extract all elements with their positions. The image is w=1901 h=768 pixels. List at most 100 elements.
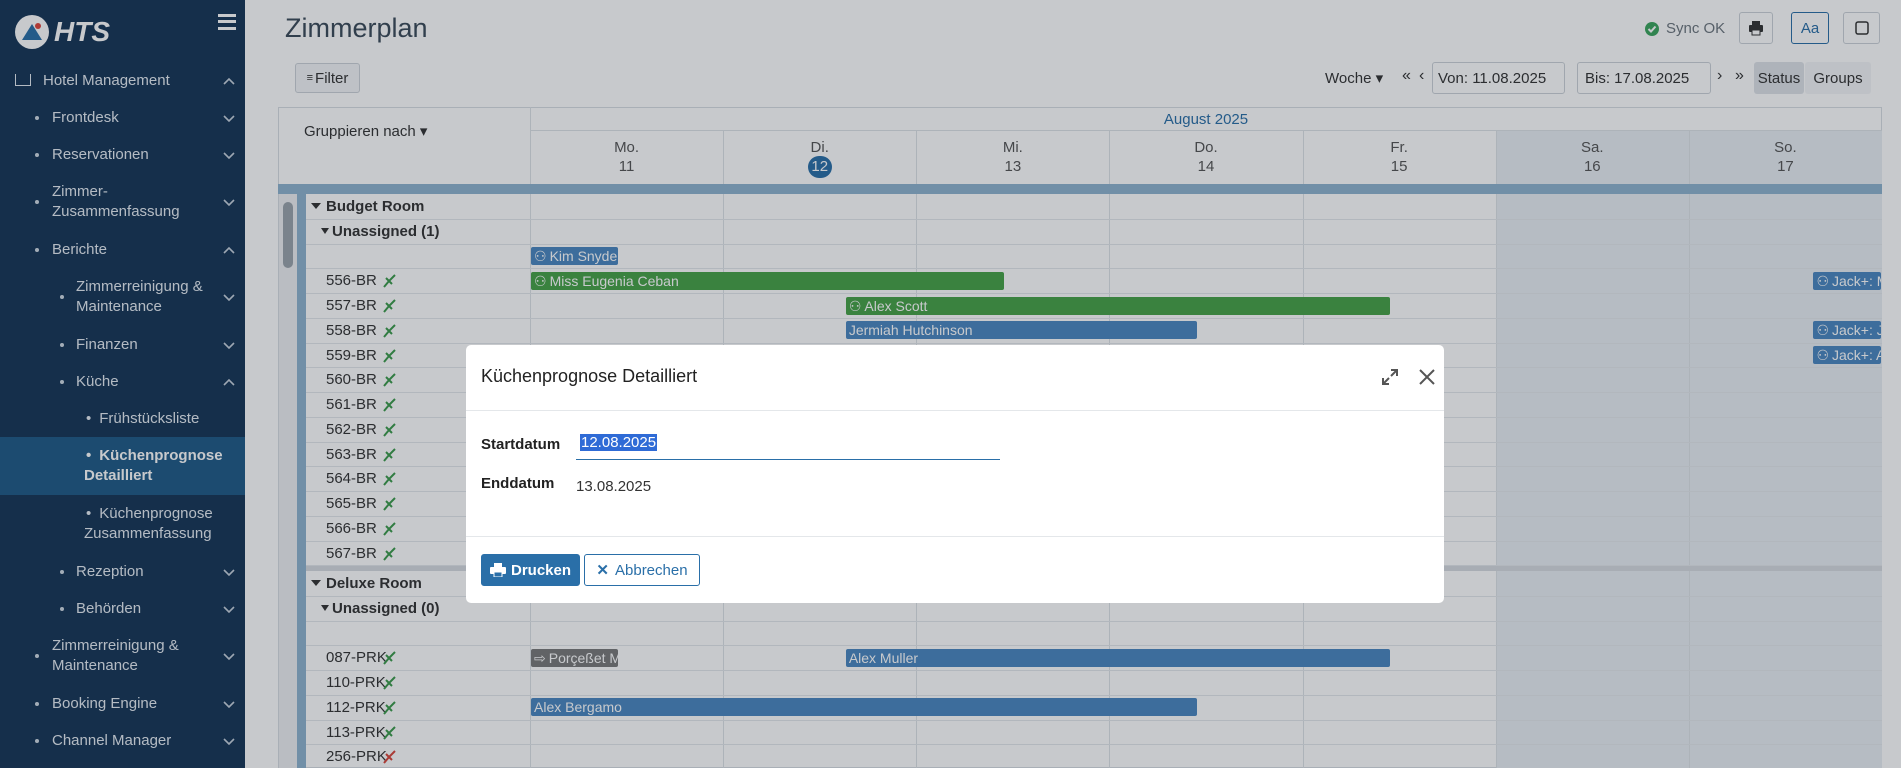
menu-item[interactable]: • Frühstücksliste (86, 410, 200, 427)
unassigned-label[interactable]: Unassigned (1) (332, 222, 440, 240)
menu-item[interactable]: Reservationen (52, 146, 149, 163)
menu-item[interactable]: Zimmerreinigung & Maintenance (52, 637, 179, 674)
groups-toggle[interactable]: Groups (1805, 62, 1871, 94)
first-button[interactable]: « (1402, 67, 1411, 84)
next-button[interactable]: › (1717, 67, 1723, 84)
print-button[interactable]: Drucken (481, 554, 580, 586)
chevron[interactable] (222, 565, 236, 579)
day-line (1688, 130, 1690, 768)
print-button[interactable] (1739, 12, 1773, 44)
view-select[interactable]: Woche ▾ (1325, 70, 1384, 87)
bullet (35, 248, 39, 252)
cancel-label: Abbrechen (615, 561, 688, 579)
booking[interactable]: ⚇ Kim Snyder (531, 247, 618, 265)
clean-status (383, 472, 396, 486)
cancel-button[interactable]: ✕ Abbrechen (584, 554, 700, 586)
chevron[interactable] (222, 375, 236, 389)
expand-button[interactable] (1380, 367, 1400, 387)
menu-item[interactable]: Finanzen (76, 336, 138, 353)
menu-item[interactable]: Berichte (52, 241, 108, 258)
menu-item[interactable]: Rezeption (76, 563, 144, 580)
field-label: Startdatum (481, 436, 561, 453)
menu-item[interactable]: Zimmer-Zusammenfassung (52, 183, 180, 220)
from-date[interactable]: Von: 11.08.2025 (1432, 62, 1565, 94)
booking[interactable]: ⚇ Jack+: J (1813, 321, 1881, 340)
scroll-thumb[interactable] (283, 202, 293, 268)
chevron[interactable] (222, 148, 236, 162)
modal: Küchenprognose Detailliert Startdatum 12… (466, 345, 1444, 603)
filter-button[interactable]: ≡ Filter (295, 63, 360, 93)
clean-status (383, 324, 396, 338)
font-button[interactable]: Aa (1791, 12, 1829, 44)
menu-item[interactable]: • Küchenprognose Detailliert (84, 447, 223, 484)
start-date-value: 12.08.2025 (580, 434, 658, 451)
room-label: 564-BR (326, 470, 377, 488)
room-label: 087-PRK (326, 649, 387, 667)
page-title: Zimmerplan (285, 13, 428, 43)
booking-label: Alex Muller (848, 649, 919, 666)
bullet (60, 380, 64, 384)
caret (321, 227, 329, 234)
start-date-input[interactable]: 12.08.2025 (576, 434, 1000, 460)
booking-label: Alex Scott (864, 297, 928, 314)
day-name: Sa. (1581, 139, 1604, 156)
chevron[interactable] (222, 74, 236, 88)
menu-item[interactable]: Channel Manager (52, 732, 172, 749)
month-label: August 2025 (1163, 111, 1249, 128)
row-line (306, 293, 1882, 294)
booking[interactable]: ⚇ Alex Scott (845, 296, 1391, 315)
group-name[interactable]: Deluxe Room (326, 575, 422, 592)
clean-status (383, 522, 396, 536)
group-by[interactable]: Gruppieren nach ▾ (304, 123, 428, 140)
chevron[interactable] (222, 602, 236, 616)
chevron[interactable] (222, 195, 236, 209)
day-number: 13 (1004, 158, 1022, 175)
close-button[interactable] (1417, 367, 1437, 387)
booking[interactable]: ⇨ Porçeßet M (531, 648, 618, 667)
chevron[interactable] (222, 290, 236, 304)
chevron[interactable] (222, 338, 236, 352)
menu-item[interactable]: Booking Engine (52, 695, 158, 712)
to-date[interactable]: Bis: 17.08.2025 (1577, 62, 1711, 94)
booking-label: Jack+: A (1832, 347, 1881, 363)
status-toggle[interactable]: Status (1754, 62, 1804, 94)
booking-label: Jack+: M (1832, 272, 1881, 289)
last-button[interactable]: » (1735, 67, 1744, 84)
bullet: • (86, 447, 92, 464)
caret (311, 580, 321, 586)
clean-status (383, 398, 396, 412)
chevron[interactable] (222, 243, 236, 257)
day-name: Mo. (614, 139, 640, 156)
booking[interactable]: ⚇ Miss Eugenia Ceban (531, 271, 1005, 290)
room-label: 112-PRK (326, 698, 386, 716)
menu-item[interactable]: Hotel Management (43, 72, 170, 89)
menu-item[interactable]: Behörden (76, 600, 142, 617)
bullet (35, 153, 39, 157)
menu-item[interactable]: Frontdesk (52, 109, 119, 126)
clean-status (383, 373, 396, 387)
menu-toggle[interactable] (218, 14, 236, 30)
day-number: 11 (618, 158, 635, 175)
menu-item[interactable]: Küche (76, 373, 119, 390)
row-line (306, 243, 1882, 245)
unassigned-label[interactable]: Unassigned (0) (332, 599, 440, 617)
chevron[interactable] (222, 734, 236, 748)
booking[interactable]: ⚇ Jack+: A (1813, 346, 1881, 364)
menu-item[interactable]: Zimmerreinigung & Maintenance (76, 278, 203, 315)
booking[interactable]: Alex Muller (845, 648, 1391, 667)
booking[interactable]: Jermiah Hutchinson (845, 321, 1198, 340)
bullet (35, 116, 39, 120)
end-date-value[interactable]: 13.08.2025 (576, 478, 652, 495)
chevron[interactable] (222, 697, 236, 711)
chevron[interactable] (222, 649, 236, 663)
chevron[interactable] (222, 111, 236, 125)
clean-status (383, 676, 396, 690)
day-number: 16 (1583, 158, 1601, 175)
prev-button[interactable]: ‹ (1419, 67, 1425, 84)
booking[interactable]: Alex Bergamo (531, 698, 1198, 717)
booking-label: Kim Snyder (549, 248, 618, 264)
note-button[interactable] (1843, 12, 1880, 44)
booking[interactable]: ⚇Jack+: M (1813, 271, 1881, 290)
menu-item[interactable]: • Küchenprognose Zusammenfassung (84, 505, 213, 542)
group-name[interactable]: Budget Room (326, 198, 425, 215)
